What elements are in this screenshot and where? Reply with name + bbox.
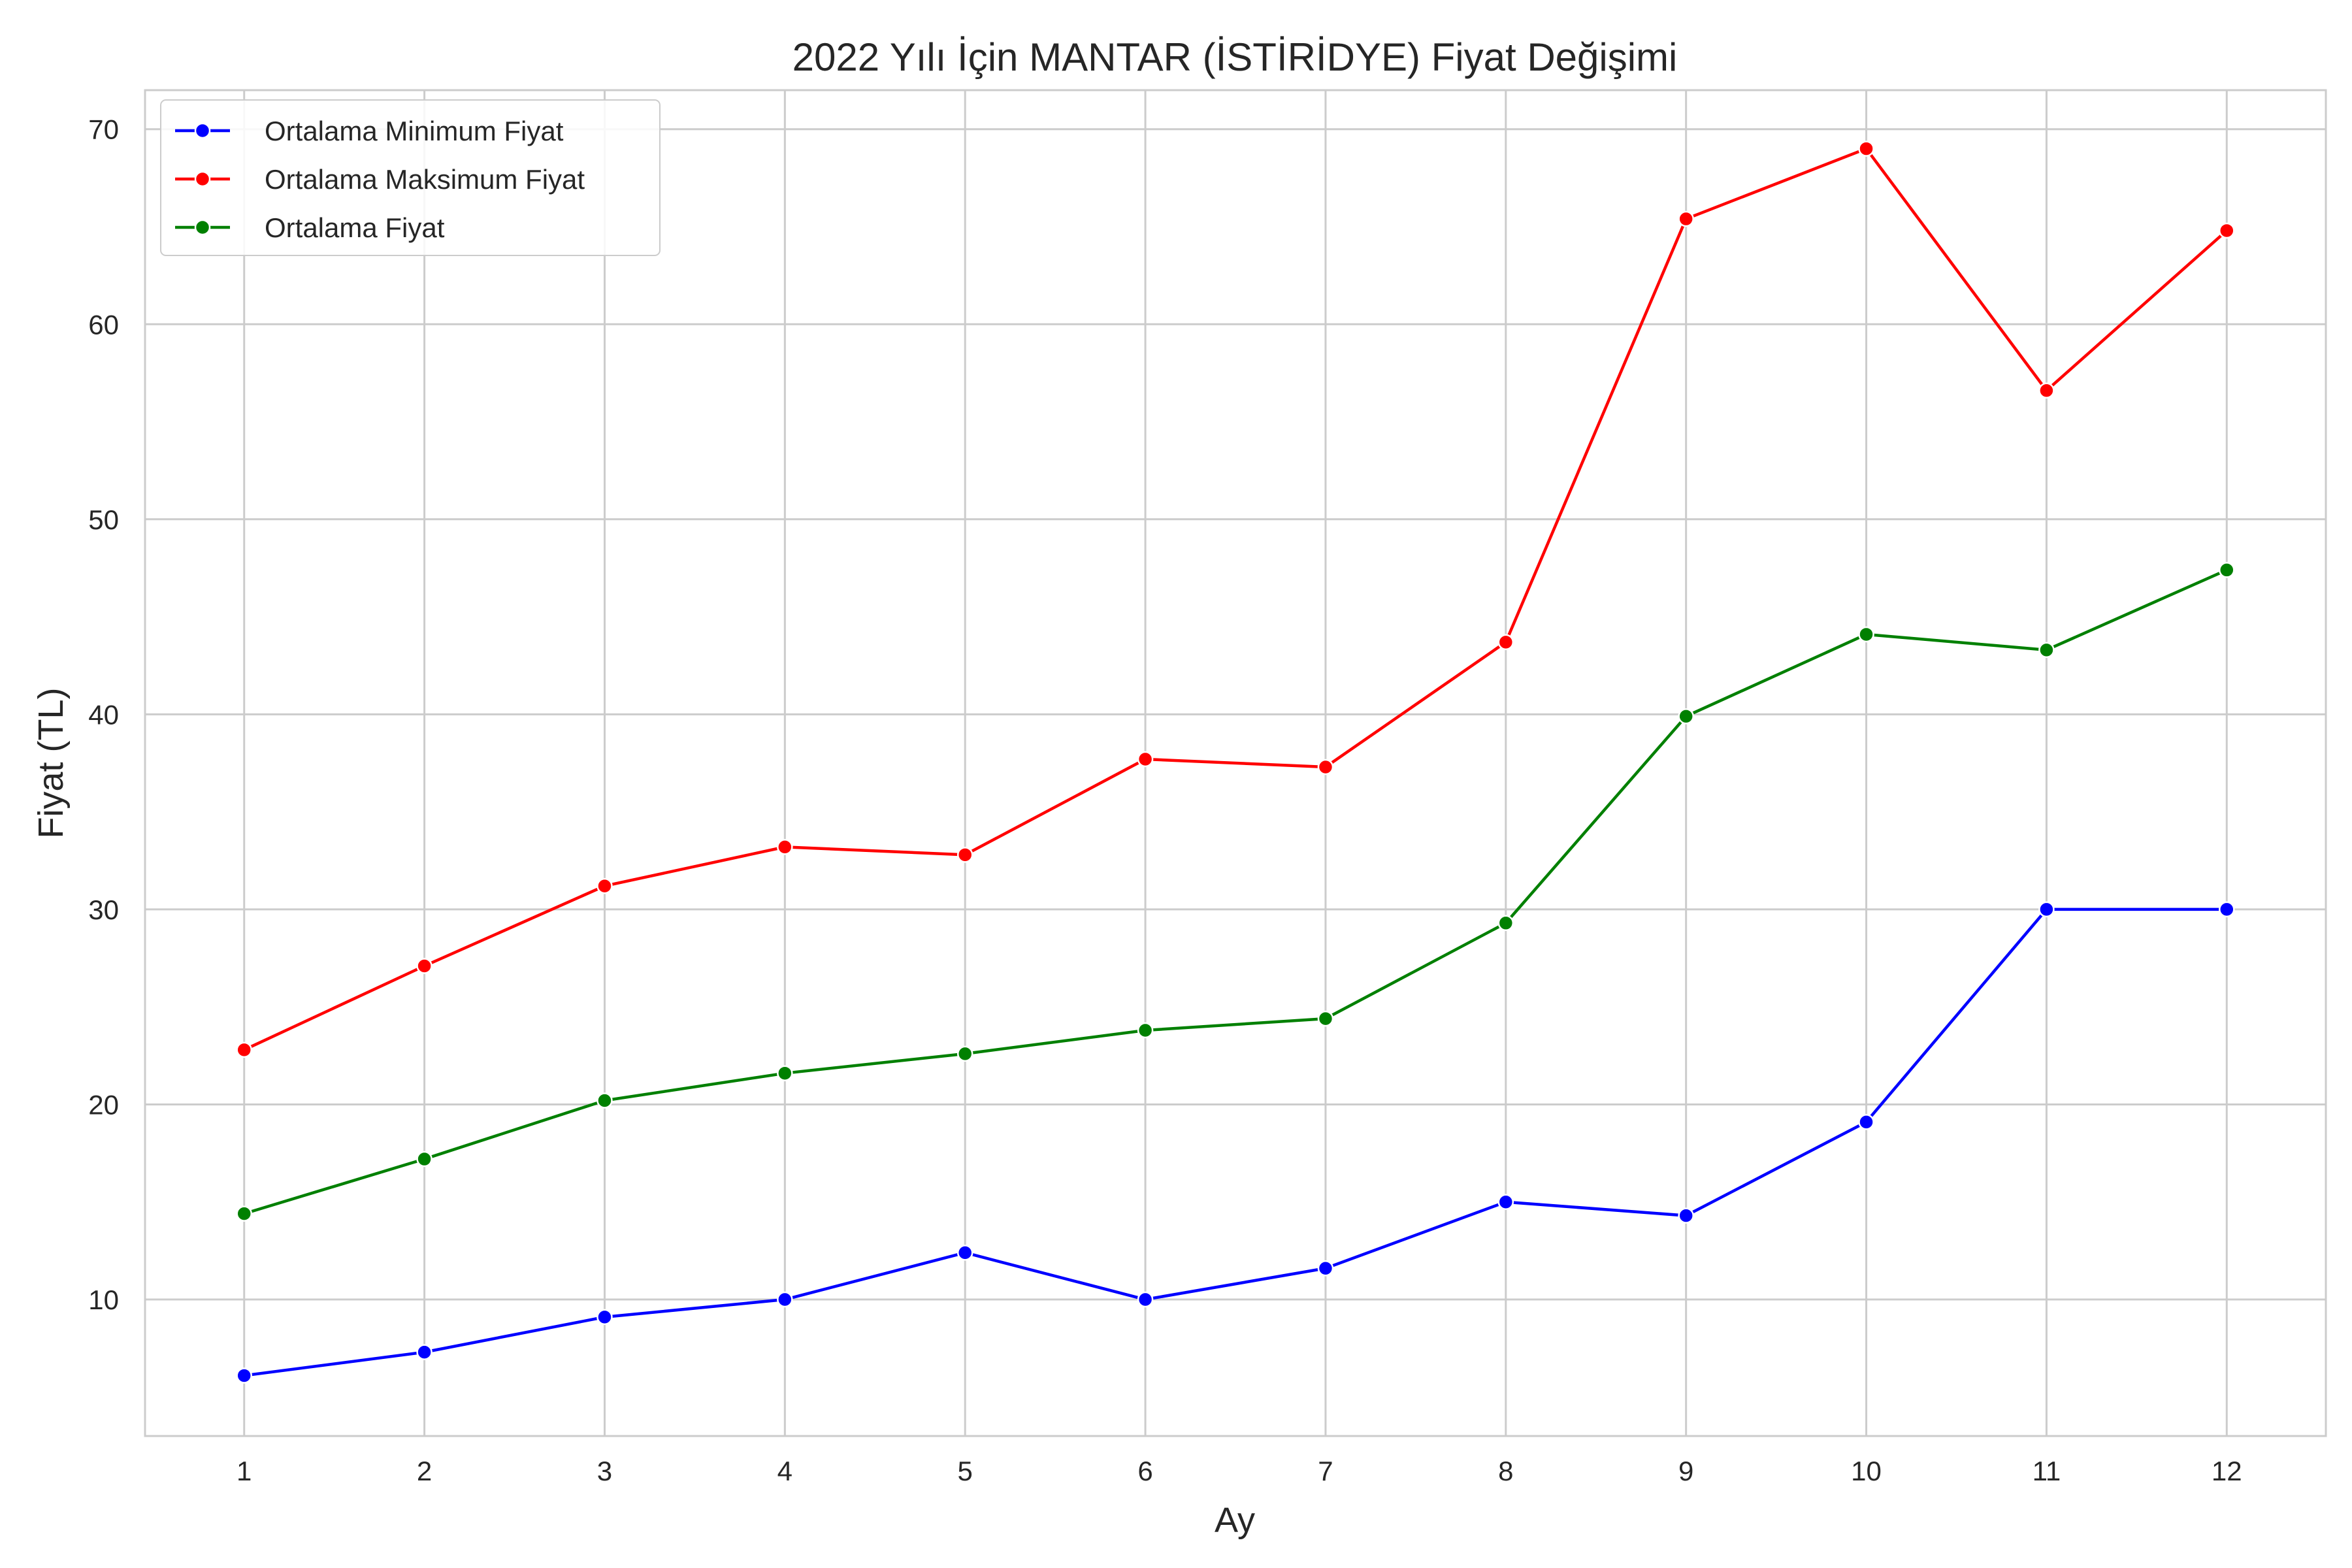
- x-axis-label: Ay: [1215, 1501, 1255, 1540]
- data-point: [1137, 1022, 1154, 1039]
- y-tick-label: 70: [88, 114, 119, 145]
- x-tick-label: 9: [1678, 1456, 1693, 1486]
- y-ticks: 10 20 30 40 50 60 70: [88, 114, 119, 1315]
- data-point: [956, 847, 973, 863]
- legend-marker: [194, 122, 211, 139]
- legend-marker: [194, 219, 211, 236]
- series-line: [243, 147, 2228, 1051]
- data-point: [1137, 751, 1154, 768]
- data-point: [1317, 1260, 1334, 1277]
- data-point: [2038, 642, 2055, 659]
- y-tick-label: 10: [88, 1284, 119, 1315]
- x-tick-label: 3: [597, 1456, 612, 1486]
- x-ticks: 1 2 3 4 5 6 7 8 9 10 11 12: [237, 1456, 2242, 1486]
- data-point: [1497, 1194, 1514, 1210]
- data-point: [1497, 915, 1514, 932]
- series-1: [236, 901, 2235, 1384]
- x-tick-label: 4: [777, 1456, 792, 1486]
- data-point: [1678, 210, 1694, 227]
- legend-label: Ortalama Fiyat: [265, 212, 445, 243]
- data-point: [236, 1205, 252, 1222]
- x-tick-label: 8: [1498, 1456, 1513, 1486]
- x-tick-label: 11: [2033, 1456, 2061, 1486]
- x-tick-label: 1: [237, 1456, 252, 1486]
- legend-item: Ortalama Maksimum Fiyat: [175, 164, 585, 195]
- legend-item: Ortalama Minimum Fiyat: [175, 116, 564, 146]
- x-tick-label: 2: [417, 1456, 432, 1486]
- data-point: [1858, 1114, 1874, 1130]
- data-point: [416, 958, 433, 974]
- data-point: [956, 1245, 973, 1261]
- data-point: [777, 1065, 793, 1081]
- x-tick-label: 7: [1318, 1456, 1333, 1486]
- x-tick-label: 5: [958, 1456, 973, 1486]
- data-point: [1137, 1291, 1154, 1308]
- series-line: [244, 907, 2227, 1377]
- data-point: [956, 1045, 973, 1062]
- y-tick-label: 50: [88, 504, 119, 535]
- data-point: [2219, 901, 2235, 918]
- legend: Ortalama Minimum Fiyat Ortalama Maksimum …: [160, 99, 661, 256]
- legend-label: Ortalama Minimum Fiyat: [265, 116, 564, 146]
- data-point: [1317, 759, 1334, 776]
- data-point: [1858, 140, 1874, 157]
- data-point: [777, 839, 793, 855]
- data-point: [596, 1309, 613, 1326]
- data-point: [236, 1041, 252, 1058]
- data-point: [1678, 708, 1694, 725]
- series-3: [236, 562, 2235, 1222]
- x-tick-label: 6: [1137, 1456, 1152, 1486]
- data-point: [596, 1092, 613, 1109]
- data-point: [596, 877, 613, 894]
- series-layer: [236, 140, 2235, 1384]
- data-point: [1678, 1207, 1694, 1224]
- x-tick-label: 12: [2212, 1456, 2242, 1486]
- y-axis-label: Fiyat (TL): [31, 687, 71, 838]
- x-tick-label: 10: [1851, 1456, 1882, 1486]
- data-point: [1317, 1010, 1334, 1027]
- y-tick-label: 40: [88, 699, 119, 730]
- data-point: [2219, 562, 2235, 578]
- series-2: [236, 140, 2235, 1058]
- data-point: [777, 1291, 793, 1308]
- data-point: [236, 1367, 252, 1384]
- y-tick-label: 30: [88, 894, 119, 925]
- data-point: [2219, 222, 2235, 239]
- legend-marker: [194, 171, 211, 188]
- legend-item: Ortalama Fiyat: [175, 212, 445, 243]
- series-line: [244, 568, 2228, 1215]
- data-point: [2038, 901, 2055, 918]
- data-point: [1858, 626, 1874, 643]
- y-tick-label: 20: [88, 1089, 119, 1120]
- legend-box: [160, 99, 661, 256]
- legend-label: Ortalama Maksimum Fiyat: [265, 164, 585, 195]
- data-point: [416, 1151, 433, 1168]
- data-point: [416, 1344, 433, 1360]
- data-point: [2038, 382, 2055, 399]
- y-tick-label: 60: [88, 309, 119, 340]
- chart-title: 2022 Yılı İçin MANTAR (İSTİRİDYE) Fiyat …: [792, 35, 1678, 79]
- data-point: [1497, 634, 1514, 651]
